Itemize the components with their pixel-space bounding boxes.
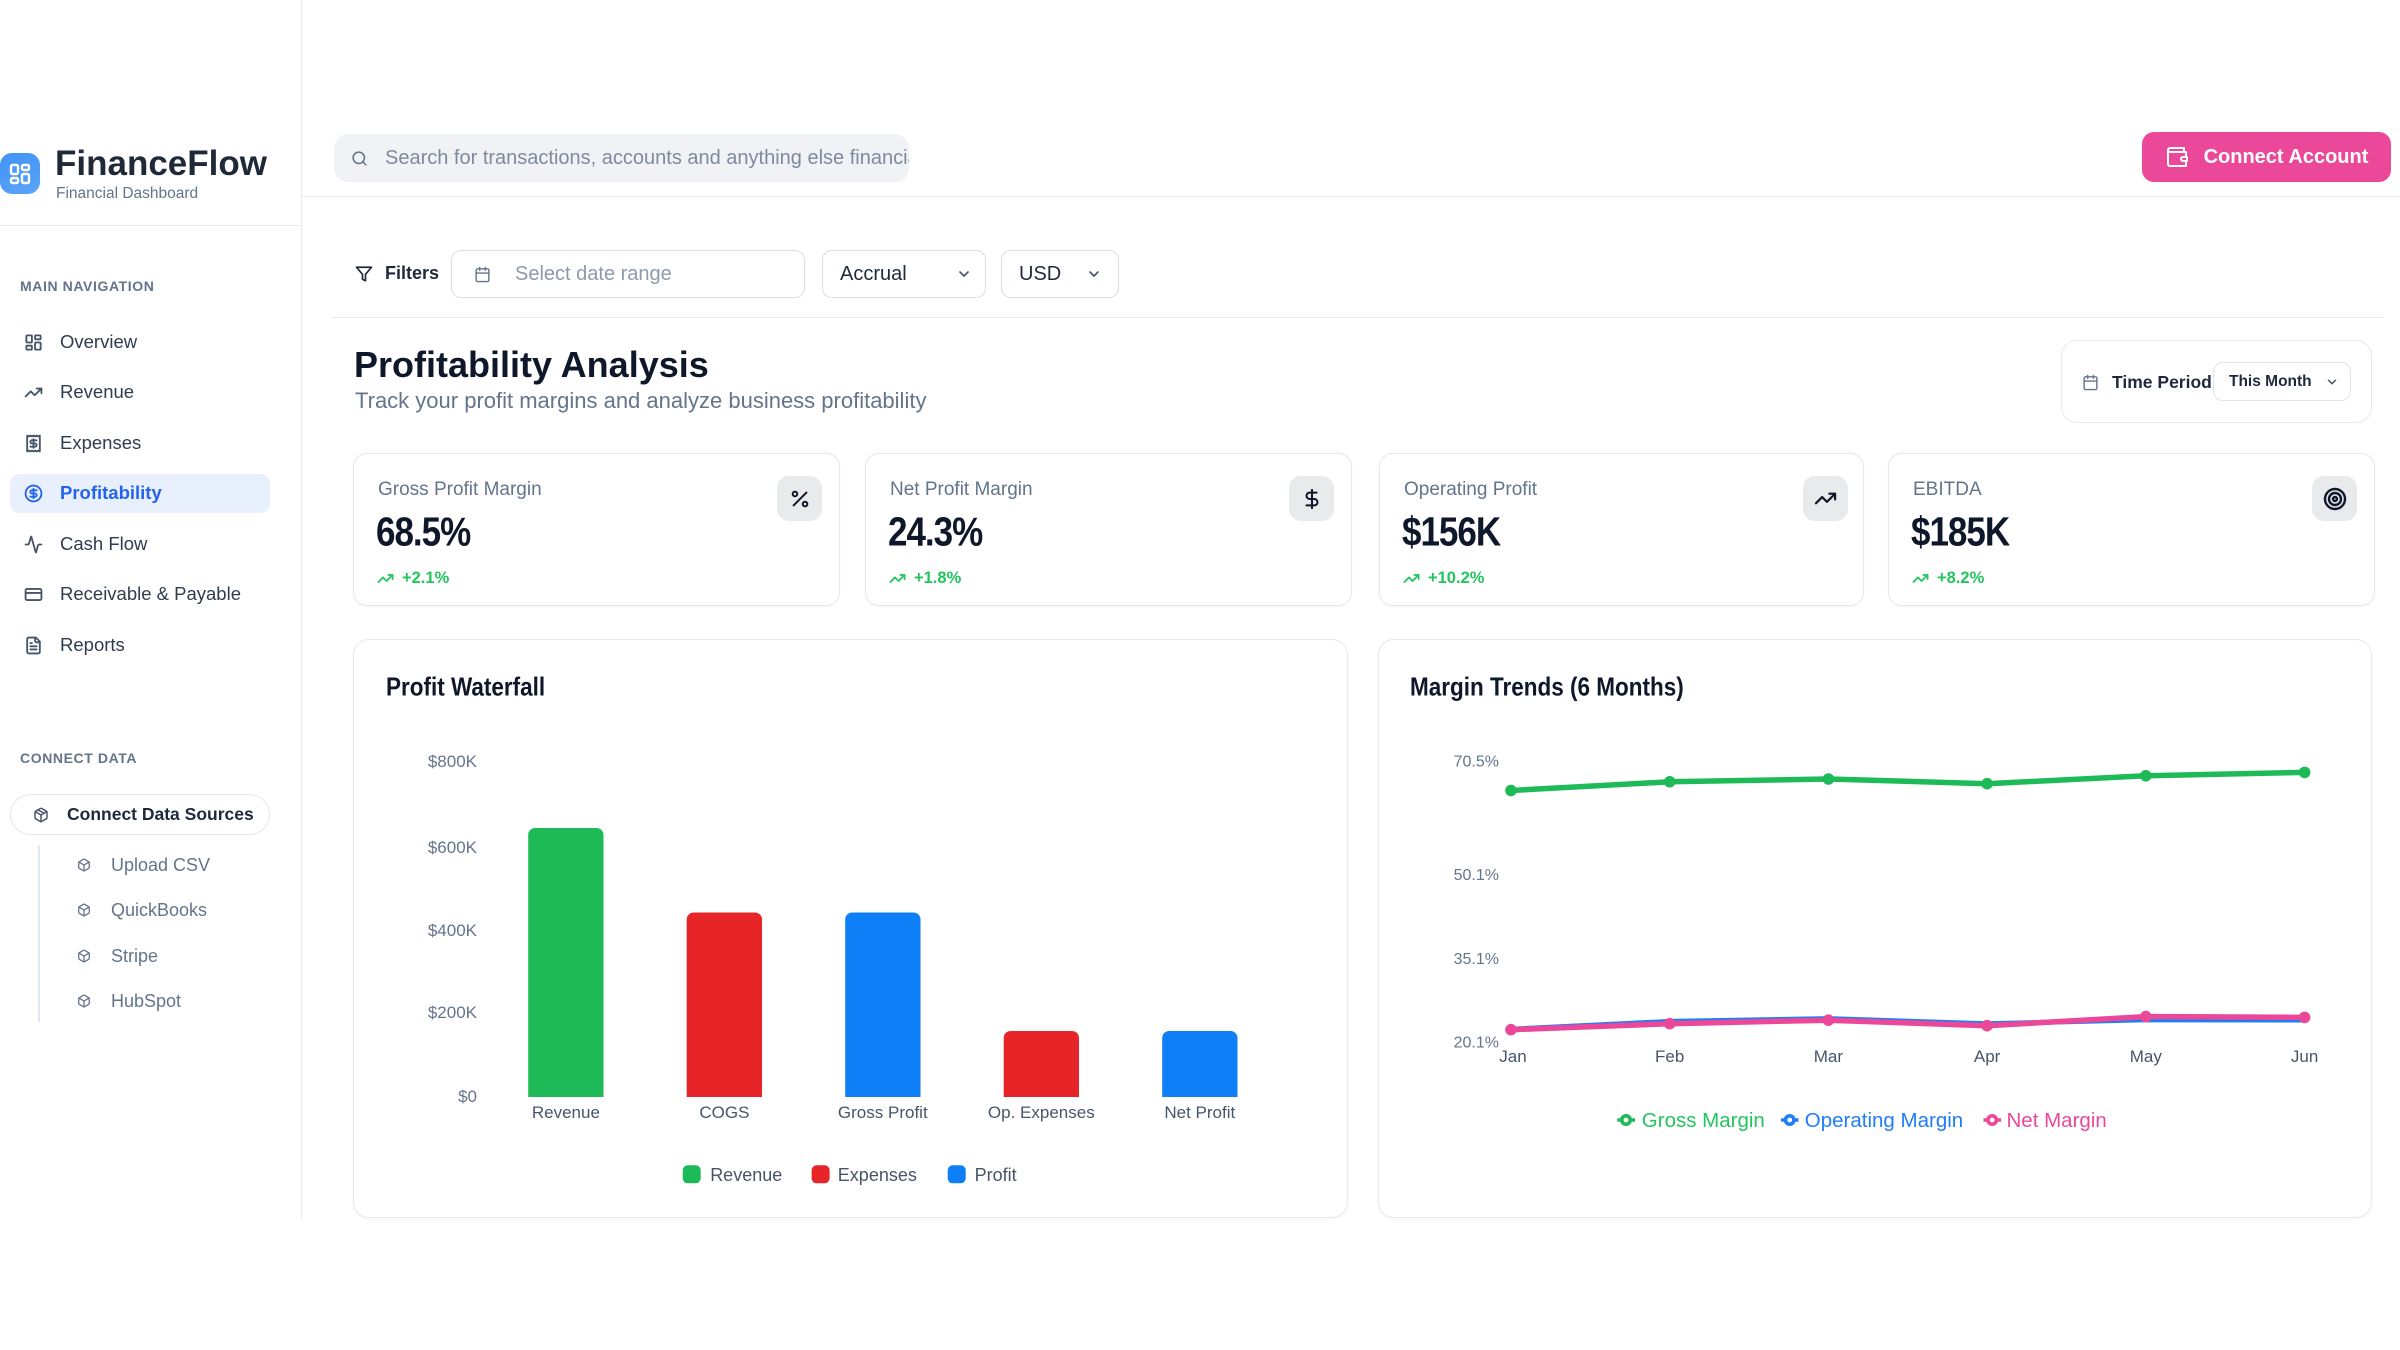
svg-text:Gross Margin: Gross Margin	[1642, 1109, 1765, 1132]
svg-text:Net Profit: Net Profit	[1164, 1103, 1235, 1122]
svg-text:Mar: Mar	[1814, 1047, 1844, 1066]
svg-text:$0: $0	[458, 1087, 477, 1106]
svg-text:$600K: $600K	[428, 838, 478, 857]
svg-text:COGS: COGS	[699, 1103, 749, 1122]
svg-text:Jun: Jun	[2291, 1047, 2318, 1066]
svg-text:Operating Margin: Operating Margin	[1805, 1109, 1963, 1132]
svg-text:Gross Profit: Gross Profit	[838, 1103, 928, 1122]
svg-text:$800K: $800K	[428, 752, 478, 771]
svg-text:35.1%: 35.1%	[1454, 951, 1499, 968]
svg-text:$200K: $200K	[428, 1003, 478, 1022]
svg-text:Profit: Profit	[975, 1165, 1017, 1185]
svg-text:70.5%: 70.5%	[1454, 754, 1499, 771]
svg-text:May: May	[2130, 1047, 2163, 1066]
svg-text:Feb: Feb	[1655, 1047, 1684, 1066]
svg-text:Jan: Jan	[1499, 1047, 1526, 1066]
svg-text:Revenue: Revenue	[710, 1165, 782, 1185]
svg-text:Net Margin: Net Margin	[2007, 1109, 2107, 1132]
svg-text:$400K: $400K	[428, 921, 478, 940]
svg-text:Apr: Apr	[1974, 1047, 2001, 1066]
svg-text:Op. Expenses: Op. Expenses	[988, 1103, 1095, 1122]
svg-text:50.1%: 50.1%	[1454, 867, 1499, 884]
svg-text:Expenses: Expenses	[838, 1165, 917, 1185]
svg-text:20.1%: 20.1%	[1454, 1035, 1499, 1052]
svg-text:Revenue: Revenue	[532, 1103, 600, 1122]
